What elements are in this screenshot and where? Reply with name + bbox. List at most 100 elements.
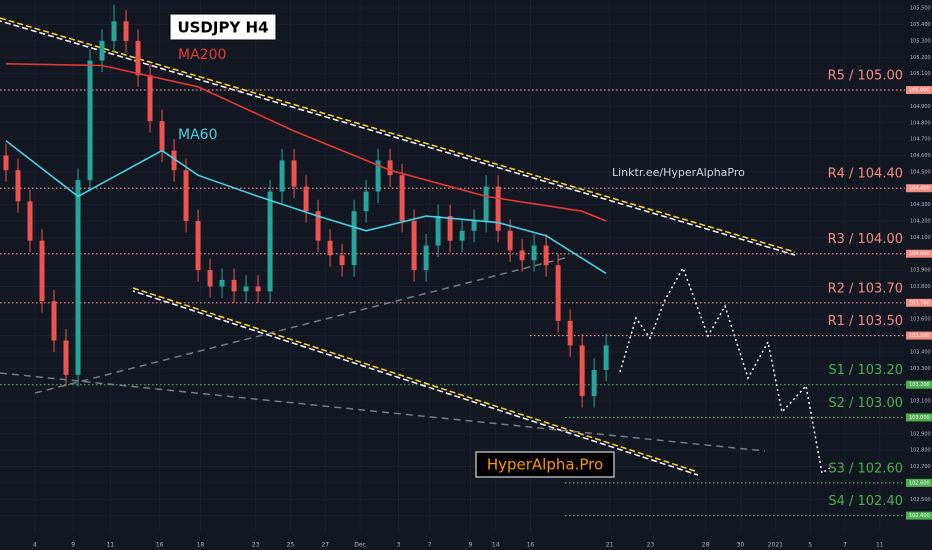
y-tick-label: 102.800 [910,448,931,454]
level-tag [906,511,932,520]
x-tick-label: 9 [71,542,75,549]
chart-title: USDJPY H4 [177,19,268,37]
trendlines [0,17,831,476]
candle-body [423,245,429,271]
candle-body [327,240,333,256]
y-tick-label: 104.800 [910,120,931,126]
candle-body [255,286,261,292]
candle-body [15,170,21,202]
trendline [0,372,766,452]
axis: 4 9 11 16 18 23 25 27 Dec 3 7 9 14 16 21 23 28 30 2021 5 7 11… [33,6,932,549]
level-label: S4 / 102.40 [828,494,903,509]
x-tick-label: 11 [107,542,115,549]
level-label: R4 / 104.40 [828,167,903,182]
level-tag [906,249,932,258]
candle-body [435,216,441,246]
candle-body [99,40,105,61]
x-tick-label: 9 [469,542,473,549]
trendline [132,287,699,473]
candle-body [219,279,225,287]
candle-body [591,369,597,397]
level-label: S3 / 102.60 [828,461,903,476]
candle-body [27,201,33,241]
x-tick-label: 14 [492,542,500,549]
candle-body [267,191,273,292]
y-tick-label: 102.500 [910,497,931,503]
level-tag-label: 103.700 [909,300,930,306]
x-tick-label: 30 [737,542,745,549]
candle-body [171,150,177,171]
candle-body [291,160,297,187]
candle-body [3,155,9,171]
forecast-path [619,266,831,475]
candle-body [75,180,81,375]
candle-body [147,75,153,122]
x-tick-label: 18 [197,542,205,549]
candle-body [135,40,141,76]
y-tick-label: 104.300 [910,202,931,208]
candle-body [375,160,381,192]
y-tick-label: 103.600 [910,317,931,323]
level-tag-label: 104.000 [909,251,930,257]
candle-body [351,211,357,266]
candle-body [507,230,513,251]
y-tick-label: 102.700 [910,464,931,470]
x-tick-label: 16 [527,542,535,549]
candle-body [495,186,501,231]
candle-body [111,21,117,41]
x-tick-label: 25 [287,542,295,549]
level-tag [906,331,932,340]
level-label: S2 / 103.00 [828,396,903,411]
x-tick-label: 16 [156,542,164,549]
level-tag [906,86,932,95]
candle-body [603,345,609,370]
y-tick-label: 105.500 [910,6,931,12]
candle-body [555,265,561,321]
candle-body [411,220,417,271]
candle-body [387,160,393,176]
level-label: R1 / 103.50 [828,314,903,329]
y-tick-label: 103.100 [910,399,931,405]
y-tick-label: 104.900 [910,104,931,110]
y-tick-label: 103.800 [910,284,931,290]
candle-body [471,220,477,231]
candle-body [159,121,165,151]
y-tick-label: 105.200 [910,55,931,61]
candle-body [519,250,525,261]
level-tag [906,184,932,193]
candle-body [207,270,213,287]
level-label: R5 / 105.00 [828,69,903,84]
candle-body [399,175,405,221]
y-tick-label: 105.100 [910,71,931,77]
ma-label: MA200 [178,47,226,63]
candle-body [63,340,69,375]
x-tick-label: 2021 [768,542,783,549]
x-tick-label: 28 [702,542,710,549]
trendline [0,20,796,256]
candle-body [279,160,285,192]
ma-label: MA60 [178,127,217,143]
x-tick-label: 5 [808,542,812,549]
y-tick-label: 102.900 [910,431,931,437]
candle-body [363,191,369,212]
level-label: S1 / 103.20 [828,363,903,378]
link-text: Linktr.ee/HyperAlphaPro [612,166,745,179]
x-tick-label: Dec [354,542,366,549]
y-tick-label: 104.700 [910,137,931,143]
candle-body [87,60,93,181]
y-tick-label: 104.100 [910,235,931,241]
candle-body [579,345,585,397]
level-tag-label: 104.400 [909,186,930,192]
candle-body [531,245,537,261]
candle-body [195,220,201,271]
level-tag-label: 103.500 [909,333,930,339]
y-tick-label: 105.400 [910,22,931,28]
candle-body [51,301,57,341]
levels: R5 / 105.00 R4 / 104.40 R3 / 104.00 R2 / 10… [0,69,905,517]
x-tick-label: 21 [606,542,614,549]
level-tag [906,478,932,487]
y-tick-label: 104.600 [910,153,931,159]
trendline [132,290,699,476]
